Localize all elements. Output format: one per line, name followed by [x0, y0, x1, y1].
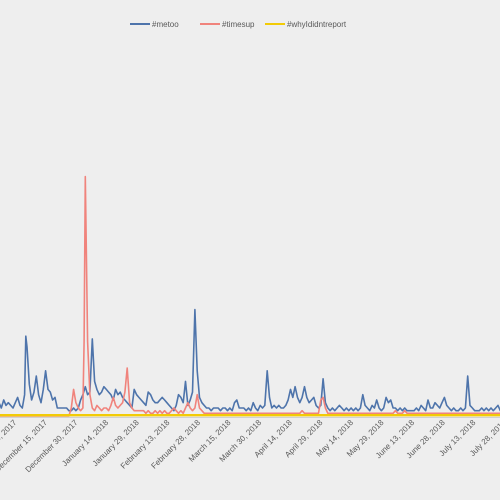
legend-label-2: #timesup	[222, 20, 255, 29]
x-tick-label: December 30, 2017	[24, 418, 80, 474]
legend: #metoo #timesup #whyIdidntreport	[130, 20, 347, 29]
legend-label-1: #metoo	[152, 20, 179, 29]
legend-label-3: #whyIdidntreport	[287, 20, 347, 29]
series-line-2	[0, 175, 500, 417]
series-layer	[0, 175, 500, 417]
